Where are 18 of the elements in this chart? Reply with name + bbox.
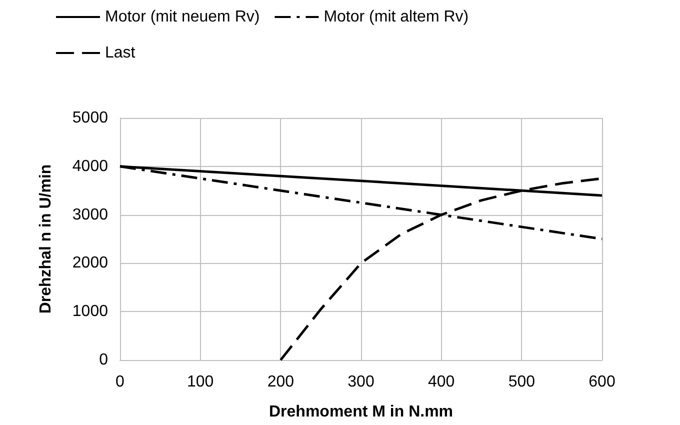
y-tick-label: 5000 [72,110,108,126]
legend-label: Motor (mit neuem Rv) [105,8,260,26]
y-tick-label: 2000 [72,254,108,272]
x-axis-title: Drehmoment M in N.mm [268,404,454,420]
y-tick-label: 1000 [72,303,108,320]
x-tick-label: 100 [186,374,214,390]
x-tick-label: 400 [428,374,455,390]
x-tick-label: 200 [267,374,294,390]
y-axis-title: Drehzhal n in U/min [38,164,54,314]
x-tick-label: 300 [348,374,374,390]
legend-label: Last [105,44,136,62]
x-tick-label: 500 [508,374,536,390]
y-tick-label: 4000 [72,158,108,175]
x-tick-label: 600 [588,374,616,390]
y-tick-label: 3000 [72,206,108,224]
legend-label: Motor (mit altem Rv) [324,8,469,26]
x-tick-label: 0 [116,374,125,390]
y-tick-label: 0 [99,352,108,368]
